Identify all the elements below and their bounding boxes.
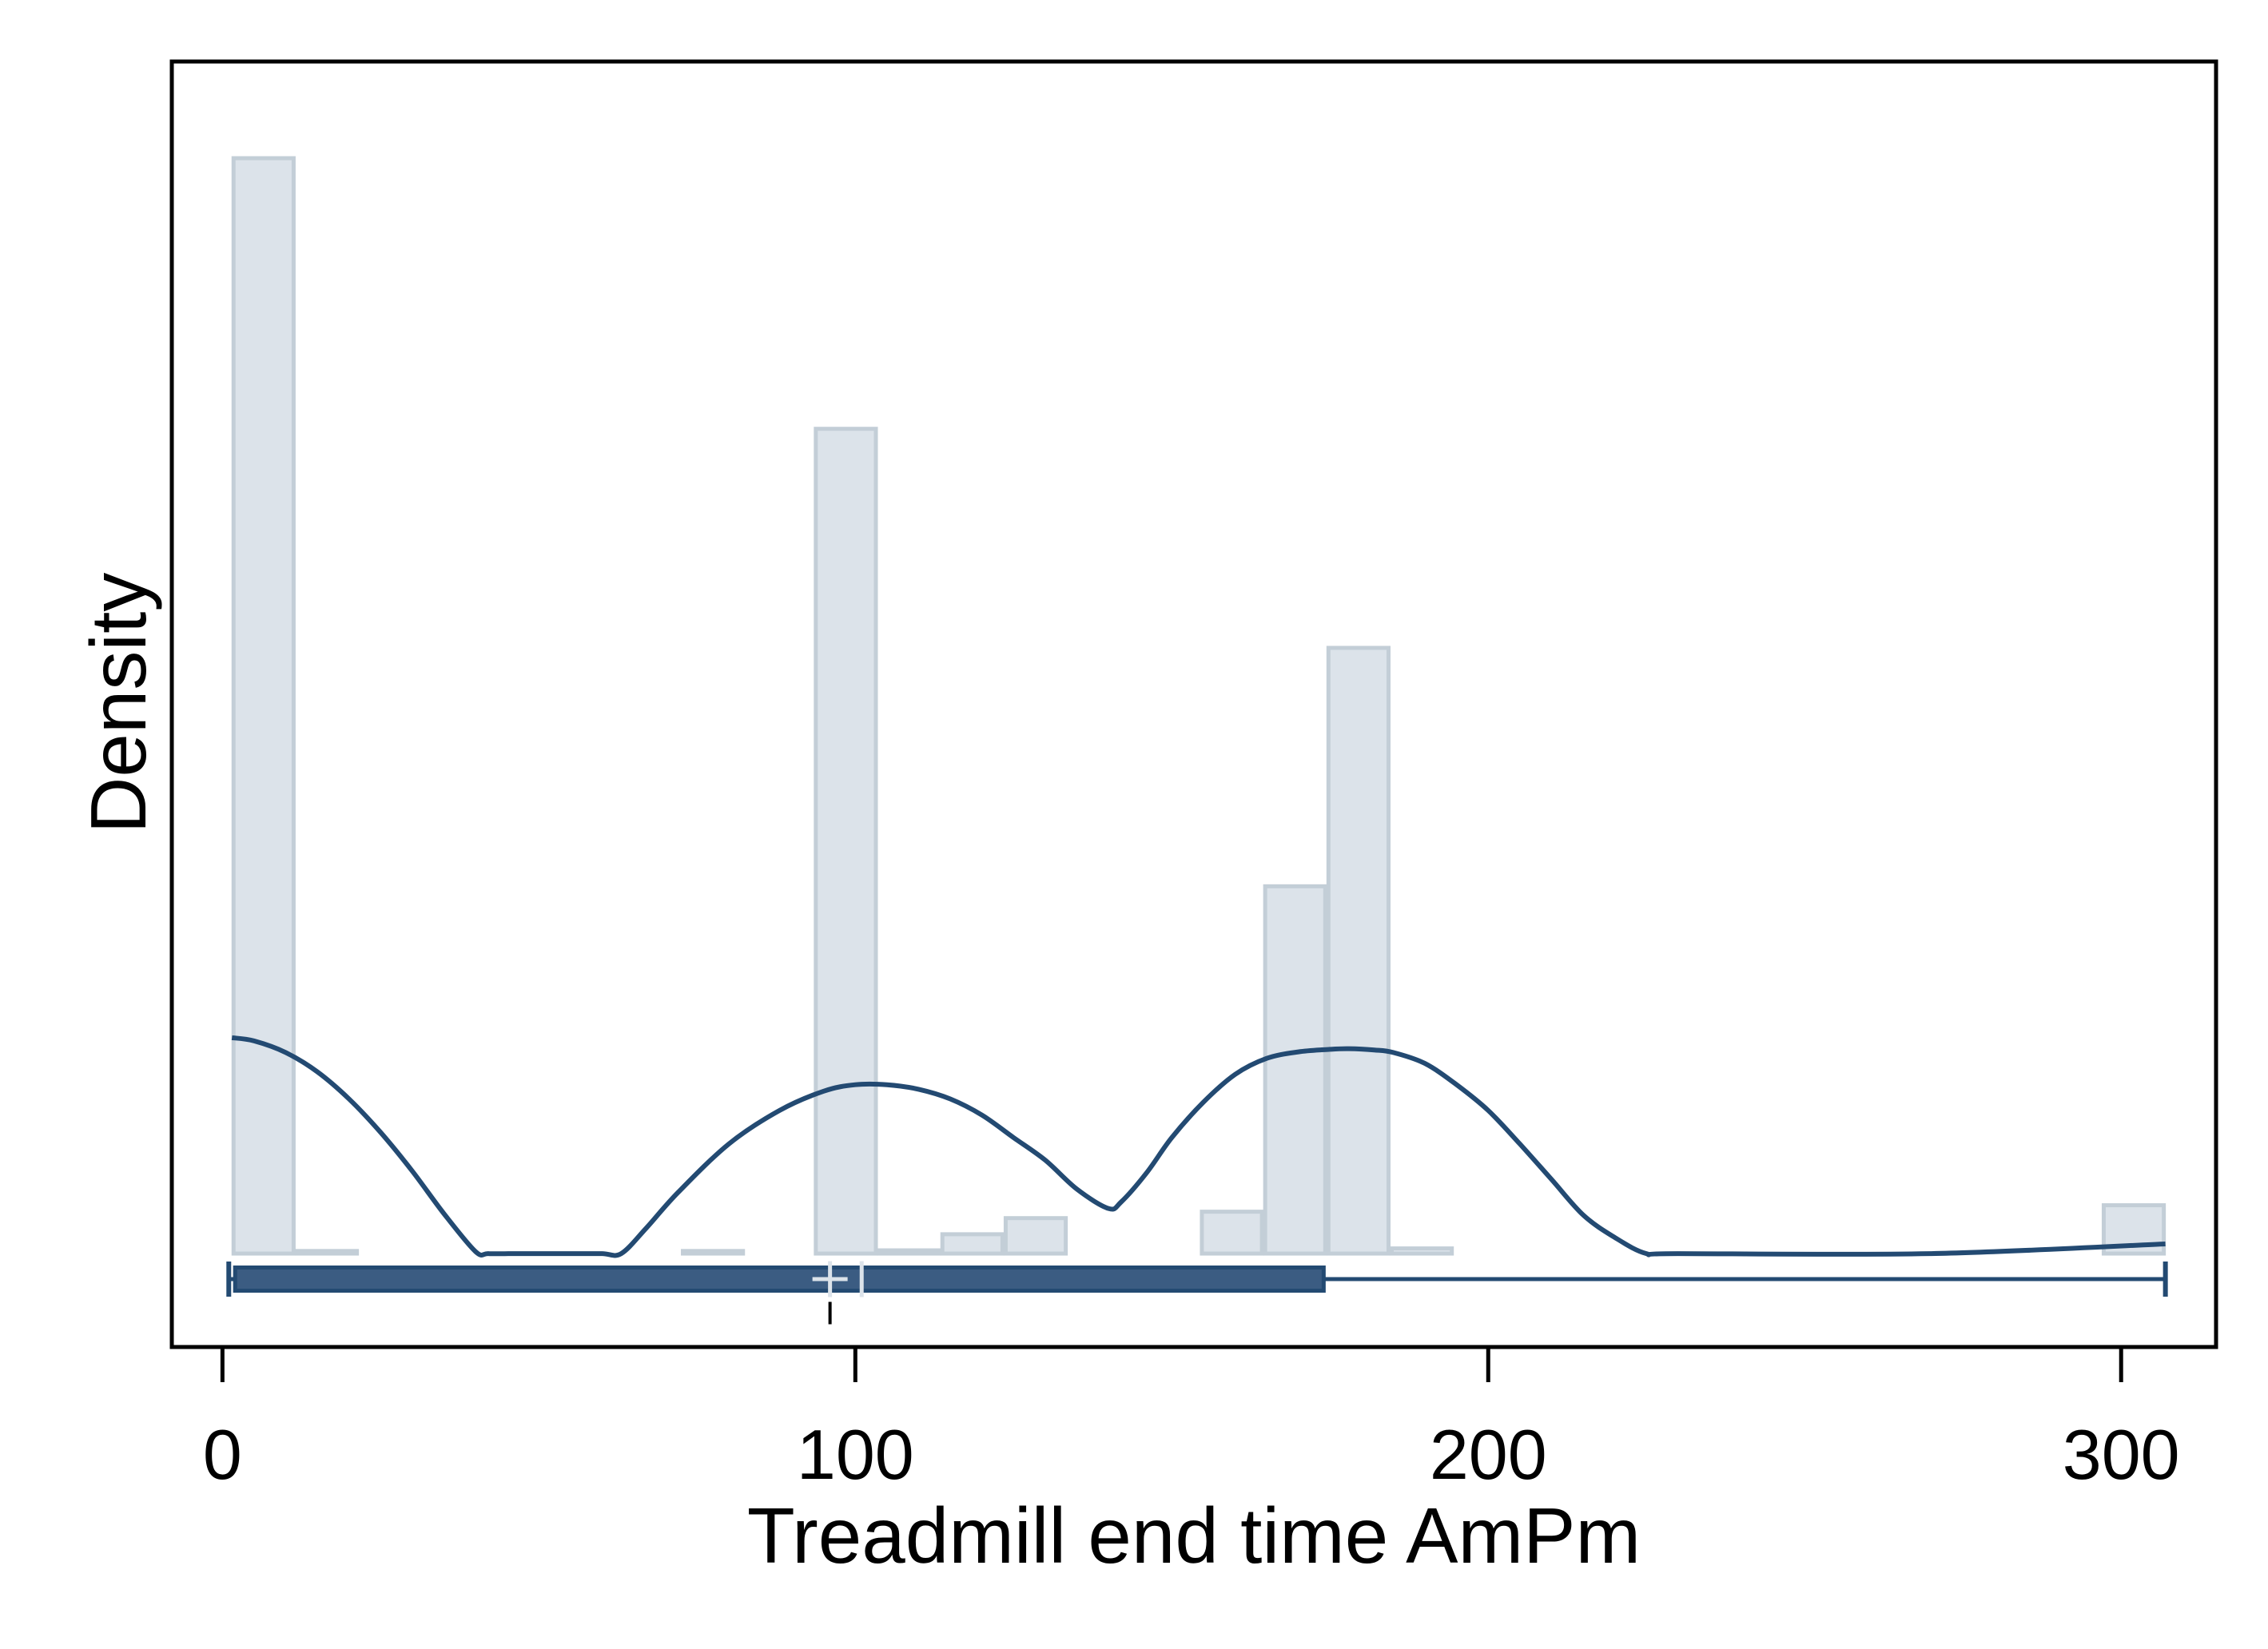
y-axis-title: Density	[74, 573, 162, 834]
histogram-bar-3	[814, 427, 878, 1256]
plot-frame	[169, 59, 2218, 1349]
histogram-bar-2	[681, 1249, 746, 1256]
histogram-bar-5	[940, 1232, 1005, 1256]
histogram-bar-6	[1003, 1216, 1068, 1256]
kde-curve-group	[231, 1035, 2166, 1258]
x-tick-label-0: 0	[203, 1415, 242, 1494]
histogram-bar-9	[1326, 646, 1391, 1256]
boxplot-group	[226, 1261, 2168, 1325]
histogram-bar-7	[1200, 1210, 1264, 1256]
kde-line	[231, 1035, 2166, 1258]
x-tick-label-100: 100	[797, 1415, 914, 1494]
histogram-bar-10	[1390, 1246, 1454, 1256]
histogram-bar-4	[877, 1248, 941, 1256]
histogram-bar-0	[231, 156, 296, 1256]
boxplot-box	[233, 1266, 1326, 1293]
histogram-bar-8	[1263, 884, 1327, 1256]
x-axis: 0 100 200 300	[203, 1347, 2180, 1494]
x-axis-title: Treadmill end time AmPm	[747, 1492, 1641, 1579]
x-tick-label-200: 200	[1430, 1415, 1547, 1494]
x-tick-label-300: 300	[2063, 1415, 2180, 1494]
histogram-bar-1	[294, 1249, 360, 1256]
